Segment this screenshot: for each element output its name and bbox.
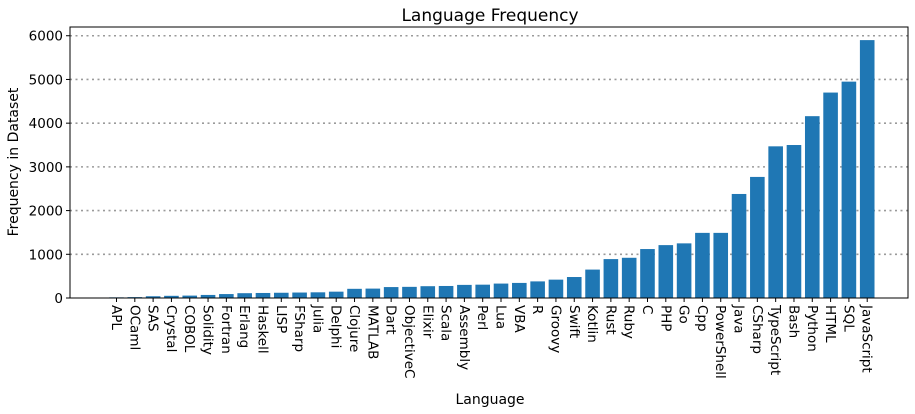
x-tick-label: ObjectiveC	[401, 305, 417, 378]
x-tick-label: LISP	[273, 305, 289, 333]
bar	[383, 287, 399, 298]
x-tick-label: OCaml	[126, 305, 142, 350]
bar	[676, 243, 692, 298]
x-tick-label: Delphi	[328, 305, 344, 348]
x-tick-label: HTML	[822, 305, 838, 343]
x-tick-label: VBA	[511, 305, 527, 333]
y-axis-label: Frequency in Dataset	[6, 87, 22, 236]
x-tick-label: Swift	[566, 305, 582, 338]
bar	[457, 284, 472, 298]
x-tick-label: Rust	[602, 305, 618, 335]
bar	[603, 259, 619, 298]
x-tick-label: Erlang	[236, 305, 252, 348]
x-tick-label: Fortran	[218, 305, 234, 354]
x-tick-label: SQL	[840, 305, 856, 332]
x-tick-label: APL	[108, 305, 124, 330]
y-tick-label: 0	[54, 291, 63, 307]
x-tick-label: CSharp	[749, 305, 765, 354]
bar	[292, 292, 307, 298]
bar	[328, 291, 344, 298]
bar	[621, 257, 637, 298]
bar	[219, 294, 234, 298]
bar	[347, 288, 362, 298]
bar	[145, 296, 161, 298]
x-tick-label: R	[529, 305, 545, 314]
y-axis: 0 1000 2000 3000 4000 5000 6000	[29, 29, 70, 307]
x-tick-label: PHP	[657, 305, 673, 331]
y-tick-label: 1000	[29, 247, 63, 263]
bar	[804, 116, 820, 298]
x-tick-label: Assembly	[456, 305, 472, 370]
bar	[182, 295, 198, 298]
x-tick-label: Perl	[474, 305, 490, 330]
x-tick-label: COBOL	[181, 305, 197, 353]
x-axis: APL OCaml SAS Crystal COBOL Solidity Fortran Er…	[108, 298, 875, 379]
bar	[859, 40, 875, 298]
bar	[658, 245, 674, 298]
x-tick-label: Elixir	[419, 305, 435, 339]
x-tick-label: SAS	[145, 305, 161, 332]
x-tick-label: Haskell	[254, 305, 270, 354]
x-tick-label: Java	[731, 304, 747, 334]
chart-title: Language Frequency	[401, 6, 578, 26]
x-tick-label: Dart	[383, 305, 399, 335]
bar	[164, 295, 179, 298]
bar	[475, 284, 490, 298]
bar	[750, 176, 765, 298]
x-tick-label: Julia	[309, 304, 325, 333]
bar	[255, 292, 271, 298]
x-tick-label: Kotlin	[584, 305, 600, 343]
bar	[365, 288, 381, 298]
bar	[786, 145, 802, 298]
bar	[530, 281, 545, 298]
y-tick-label: 6000	[29, 29, 63, 45]
plot-frame	[69, 26, 909, 299]
grid-lines	[70, 34, 908, 256]
bar	[585, 269, 600, 298]
x-tick-label: MATLAB	[364, 305, 380, 359]
x-tick-label: C	[639, 305, 655, 314]
x-tick-label: Go	[676, 305, 692, 324]
y-tick-label: 4000	[29, 116, 63, 132]
bar	[548, 279, 564, 298]
bar	[310, 292, 326, 298]
x-tick-label: Groovy	[547, 305, 563, 353]
x-tick-label: Bash	[785, 305, 801, 338]
bar	[438, 285, 454, 298]
bar	[768, 146, 783, 298]
x-tick-label: TypeScript	[767, 304, 783, 375]
bar	[713, 232, 729, 298]
y-tick-label: 3000	[29, 160, 63, 176]
bar	[420, 286, 436, 298]
x-tick-label: Clojure	[346, 305, 362, 352]
bar	[731, 193, 747, 298]
bar	[566, 277, 582, 298]
bar	[841, 81, 857, 298]
bar	[273, 292, 289, 298]
bar	[695, 232, 710, 298]
x-tick-label: JavaScript	[859, 304, 875, 373]
x-tick-label: Cpp	[694, 305, 710, 332]
x-tick-label: PowerShell	[712, 305, 728, 379]
bar	[512, 282, 527, 298]
x-tick-label: Ruby	[621, 305, 637, 339]
x-tick-label: Scala	[438, 305, 454, 341]
x-tick-label: Lua	[493, 305, 509, 329]
x-tick-label: FSharp	[291, 305, 307, 352]
x-axis-label: Language	[455, 392, 524, 408]
bar	[237, 293, 252, 298]
x-tick-label: Solidity	[200, 305, 216, 355]
y-tick-label: 5000	[29, 72, 63, 88]
bar	[200, 294, 216, 298]
bars-group	[109, 40, 875, 298]
bar	[640, 249, 655, 298]
bar	[493, 283, 509, 298]
bar	[402, 286, 417, 298]
x-tick-label: Crystal	[163, 305, 179, 352]
y-tick-label: 2000	[29, 204, 63, 220]
bar	[823, 92, 838, 298]
x-tick-label: Python	[804, 305, 820, 352]
